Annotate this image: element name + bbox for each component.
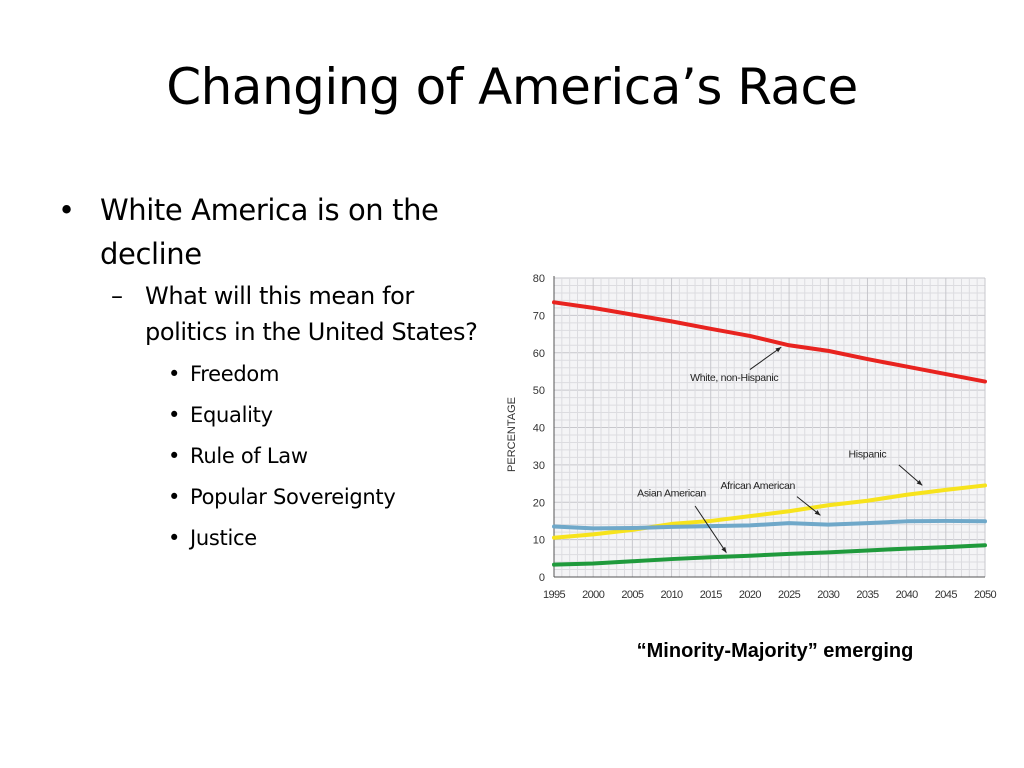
series-label: African American: [720, 480, 795, 492]
label-arrowhead: [775, 347, 782, 353]
value-item: • Popular Sovereignty: [168, 477, 478, 518]
y-axis-label: PERCENTAGE: [506, 397, 518, 472]
y-tick-label: 10: [533, 535, 545, 547]
x-tick-label: 2010: [661, 589, 684, 601]
x-tick-label: 2020: [739, 589, 762, 601]
series-label: Asian American: [637, 488, 706, 500]
bullet-marker: •: [168, 362, 181, 386]
y-tick-label: 40: [533, 423, 545, 435]
x-tick-label: 2045: [935, 589, 958, 601]
y-tick-label: 70: [533, 310, 545, 322]
label-arrowhead: [814, 510, 821, 516]
series-line: [552, 543, 987, 567]
label-leader-line: [694, 505, 727, 553]
y-tick-label: 30: [533, 460, 545, 472]
x-tick-label: 2030: [817, 589, 840, 601]
chart-caption: “Minority-Majority” emerging: [636, 640, 914, 662]
x-tick-label: 2050: [974, 589, 997, 601]
x-tick-label: 1995: [543, 589, 566, 601]
value-label: Popular Sovereignty: [190, 485, 396, 509]
y-tick-label: 60: [533, 348, 545, 360]
bullet-item: • White America is on the decline: [58, 188, 478, 276]
value-item: • Justice: [168, 518, 478, 559]
series-line: [552, 483, 987, 540]
series-label: White, non-Hispanic: [690, 372, 778, 384]
bullet-marker: •: [168, 526, 181, 550]
value-label: Equality: [190, 403, 273, 427]
bullet-marker: •: [168, 444, 181, 468]
x-tick-label: 2025: [778, 589, 801, 601]
bullet-marker: •: [168, 485, 181, 509]
label-arrowhead: [721, 546, 727, 553]
value-item: • Equality: [168, 395, 478, 436]
x-tick-label: 2005: [621, 589, 644, 601]
bullet-list: • White America is on the decline – What…: [58, 188, 478, 559]
bullet-text: White America is on the decline: [100, 193, 439, 271]
y-tick-label: 20: [533, 497, 545, 509]
sub-bullet-marker: –: [111, 282, 123, 310]
bullet-marker: •: [58, 193, 75, 227]
value-label: Justice: [190, 526, 257, 550]
bullet-marker: •: [168, 403, 181, 427]
sub-bullet-text: What will this mean for politics in the …: [145, 282, 478, 346]
x-tick-label: 2015: [700, 589, 723, 601]
series-line: [552, 518, 987, 531]
sub-bullet-item: – What will this mean for politics in th…: [111, 278, 478, 350]
slide-title: Changing of America’s Race: [166, 58, 858, 116]
y-tick-label: 80: [533, 273, 545, 285]
label-leader-line: [749, 346, 782, 370]
y-tick-label: 0: [539, 572, 545, 584]
x-tick-label: 2040: [896, 589, 919, 601]
value-item: • Rule of Law: [168, 436, 478, 477]
series-line: [552, 300, 987, 384]
value-label: Rule of Law: [190, 444, 308, 468]
series-label: Hispanic: [849, 448, 887, 460]
value-item: • Freedom: [168, 354, 478, 395]
x-tick-label: 2000: [582, 589, 605, 601]
label-arrowhead: [916, 480, 923, 486]
value-label: Freedom: [190, 362, 280, 386]
value-list: • Freedom • Equality • Rule of Law • Popular…: [168, 354, 478, 559]
x-tick-label: 2035: [856, 589, 879, 601]
y-tick-label: 50: [533, 385, 545, 397]
